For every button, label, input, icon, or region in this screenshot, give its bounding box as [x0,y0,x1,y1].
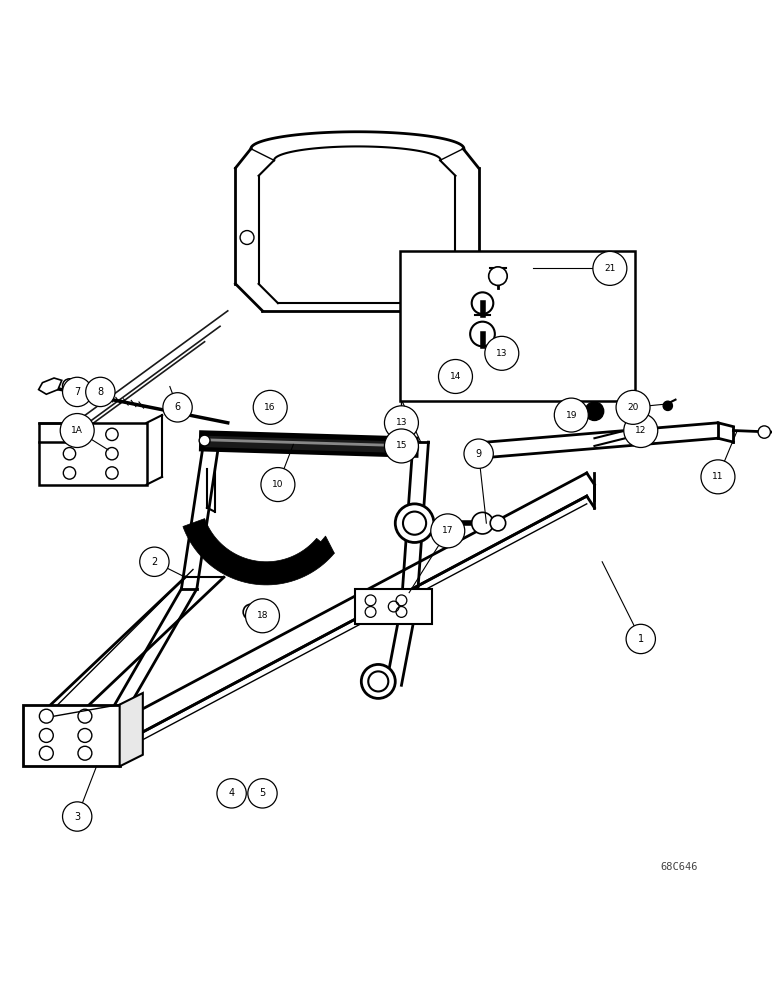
Text: 9: 9 [476,449,482,459]
Text: 7: 7 [74,387,80,397]
Circle shape [464,439,493,468]
Circle shape [80,383,97,400]
Circle shape [438,359,472,393]
Circle shape [472,512,493,534]
Polygon shape [183,519,334,585]
Circle shape [585,402,604,420]
Text: 12: 12 [635,426,646,435]
Circle shape [395,504,434,542]
Polygon shape [39,378,62,394]
Circle shape [73,381,89,397]
Text: 14: 14 [450,372,461,381]
Circle shape [217,779,246,808]
Polygon shape [120,693,143,766]
Text: 2: 2 [151,557,157,567]
Text: 8: 8 [97,387,103,397]
Circle shape [384,406,418,440]
Circle shape [253,390,287,424]
Circle shape [261,468,295,502]
Circle shape [431,514,465,548]
Circle shape [384,429,418,463]
Circle shape [63,379,76,393]
Circle shape [86,377,115,407]
Circle shape [593,251,627,285]
Text: 13: 13 [396,418,407,427]
Circle shape [470,322,495,346]
Text: 16: 16 [265,403,276,412]
Text: 4: 4 [229,788,235,798]
Text: 3: 3 [74,812,80,822]
Circle shape [243,604,259,620]
Circle shape [490,515,506,531]
Text: 5: 5 [259,788,266,798]
Circle shape [554,398,588,432]
Text: 18: 18 [257,611,268,620]
Circle shape [489,267,507,285]
Text: 68C646: 68C646 [661,862,698,872]
Polygon shape [355,589,432,624]
Circle shape [63,377,92,407]
Circle shape [663,401,672,410]
Text: 1: 1 [638,634,644,644]
Text: 1A: 1A [71,426,83,435]
Text: 21: 21 [604,264,615,273]
Circle shape [758,426,770,438]
Circle shape [624,414,658,448]
Circle shape [701,460,735,494]
Text: 11: 11 [713,472,723,481]
Circle shape [163,393,192,422]
Circle shape [361,664,395,698]
Text: 15: 15 [396,441,407,450]
Text: 10: 10 [273,480,283,489]
Circle shape [60,414,94,448]
Circle shape [63,802,92,831]
Circle shape [140,547,169,576]
Circle shape [472,292,493,314]
Circle shape [485,336,519,370]
Text: 19: 19 [566,411,577,420]
Polygon shape [39,423,147,485]
Text: 20: 20 [628,403,638,412]
Circle shape [248,779,277,808]
Circle shape [616,390,650,424]
Text: 17: 17 [442,526,453,535]
FancyBboxPatch shape [400,251,635,401]
Circle shape [408,442,418,453]
Circle shape [626,624,655,654]
Polygon shape [316,536,334,553]
Circle shape [245,599,279,633]
Circle shape [199,435,210,446]
Text: 13: 13 [496,349,507,358]
Text: 6: 6 [174,402,181,412]
Polygon shape [23,705,120,766]
